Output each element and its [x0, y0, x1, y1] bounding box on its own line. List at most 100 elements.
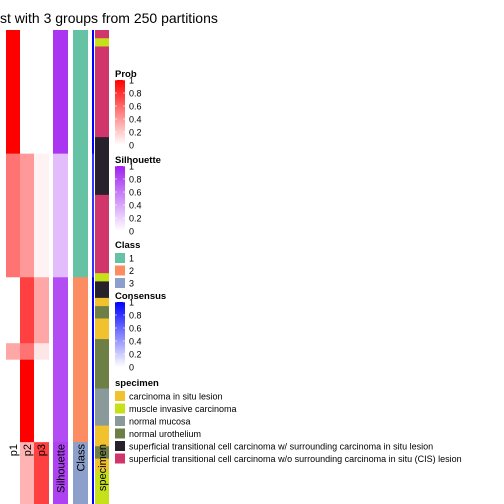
cell-p2-group-4: [20, 343, 34, 361]
specimen-legend-label: carcinoma in situ lesion: [129, 392, 223, 402]
prob-legend-tick: 0: [129, 141, 134, 151]
silhouette-legend-tick: 0: [129, 227, 134, 237]
cell-p3-group-1: [34, 30, 49, 155]
prob-legend-tick: 1: [129, 76, 134, 86]
specimen-block-4: [95, 137, 109, 196]
prob-legend-title: Prob: [115, 69, 137, 80]
silhouette-legend-tick: 1: [129, 162, 134, 172]
cell-cls-group-6: [73, 442, 88, 504]
cell-p3-group-3: [34, 277, 49, 344]
specimen-block-13: [95, 425, 109, 447]
consensus-legend-title: Consensus: [115, 291, 166, 302]
cell-p2-group-3: [20, 277, 34, 344]
specimen-legend-label: muscle invasive carcinoma: [129, 404, 237, 414]
prob-legend-tick: 0.4: [129, 115, 142, 125]
specimen-block-1: [95, 30, 109, 39]
cell-consensus-group-6: [92, 442, 94, 504]
cell-consensus-group-2: [92, 153, 94, 278]
class-legend-swatch: [115, 265, 125, 276]
cell-consensus-group-3: [92, 277, 94, 344]
specimen-legend-swatch: [115, 403, 125, 414]
consensus-legend-tick: 1: [129, 298, 134, 308]
specimen-block-15: [95, 458, 109, 472]
cell-p3-group-2: [34, 153, 49, 278]
cell-p1-group-3: [6, 277, 20, 344]
specimen-block-14: [95, 446, 109, 460]
cell-p2-group-6: [20, 442, 34, 504]
consensus-legend-tick: 0: [129, 363, 134, 373]
specimen-block-8: [95, 297, 109, 307]
specimen-legend-title: specimen: [115, 378, 159, 389]
specimen-legend-swatch: [115, 441, 125, 451]
silhouette-legend-tick: 0.2: [129, 214, 142, 224]
cell-p1-group-6: [6, 442, 20, 504]
cell-silhouette-group-5: [53, 359, 68, 443]
cell-silhouette-group-4: [53, 343, 68, 361]
consensus-legend-tick: 0.2: [129, 350, 142, 360]
cell-consensus-group-4: [92, 343, 94, 361]
cell-p1-group-5: [6, 359, 20, 443]
cell-silhouette-group-3: [53, 277, 68, 344]
cell-p3-group-5: [34, 359, 49, 443]
specimen-block-11: [95, 339, 109, 389]
cell-silhouette-group-2: [53, 153, 68, 278]
column-label-silhouette: Silhouette: [56, 444, 68, 493]
silhouette-legend-tick: 0.8: [129, 175, 142, 185]
specimen-legend-label: normal urothelium: [129, 429, 201, 439]
consensus-legend-colorbar: [115, 302, 125, 367]
consensus-legend-tick: 0.6: [129, 324, 142, 334]
specimen-block-7: [95, 281, 109, 299]
prob-legend-tick: 0.8: [129, 89, 142, 99]
prob-legend-tick: 0.6: [129, 102, 142, 112]
specimen-legend-swatch: [115, 416, 125, 426]
specimen-legend-swatch: [115, 428, 125, 439]
cell-p1-group-4: [6, 343, 20, 361]
specimen-legend-label: normal mucosa: [129, 417, 191, 427]
specimen-block-5: [95, 194, 109, 274]
cell-cls-group-5: [73, 359, 88, 443]
prob-legend-colorbar: [115, 80, 125, 145]
class-legend-swatch: [115, 278, 125, 288]
cell-consensus-group-1: [92, 30, 94, 155]
cell-p2-group-1: [20, 30, 34, 155]
cell-p1-group-2: [6, 153, 20, 278]
specimen-legend-label: superficial transitional cell carcinoma …: [129, 454, 462, 464]
consensus-legend-tick: 0.4: [129, 337, 142, 347]
silhouette-legend-tick: 0.4: [129, 201, 142, 211]
prob-legend-tick: 0.2: [129, 128, 142, 138]
class-legend-title: Class: [115, 240, 140, 251]
specimen-legend-swatch: [115, 453, 125, 464]
specimen-block-10: [95, 318, 109, 340]
specimen-legend-swatch: [115, 391, 125, 401]
cell-p3-group-4: [34, 343, 49, 361]
class-legend-label: 2: [129, 266, 134, 276]
class-legend-swatch: [115, 253, 125, 263]
column-label-p2: p2: [22, 444, 34, 456]
specimen-block-9: [95, 306, 109, 319]
silhouette-legend-colorbar: [115, 166, 125, 231]
cell-p2-group-5: [20, 359, 34, 443]
column-label-p1: p1: [8, 444, 20, 456]
cell-consensus-group-5: [92, 359, 94, 443]
cell-p3-group-6: [34, 442, 49, 504]
specimen-block-12: [95, 388, 109, 427]
class-legend-label: 1: [129, 254, 134, 264]
cell-cls-group-4: [73, 343, 88, 361]
specimen-block-2: [95, 38, 109, 47]
silhouette-legend-tick: 0.6: [129, 188, 142, 198]
specimen-block-3: [95, 46, 109, 138]
consensus-legend-tick: 0.8: [129, 311, 142, 321]
chart-title: st with 3 groups from 250 partitions: [0, 10, 218, 26]
column-label-class: Class: [76, 444, 88, 472]
cell-cls-group-1: [73, 30, 88, 155]
cell-cls-group-3: [73, 277, 88, 344]
cell-silhouette-group-6: [53, 442, 68, 504]
column-label-specimen: specimen: [97, 444, 109, 491]
cell-cls-group-2: [73, 153, 88, 278]
specimen-block-16: [95, 470, 109, 504]
specimen-legend-label: superficial transitional cell carcinoma …: [129, 442, 433, 452]
column-label-p3: p3: [36, 444, 48, 456]
